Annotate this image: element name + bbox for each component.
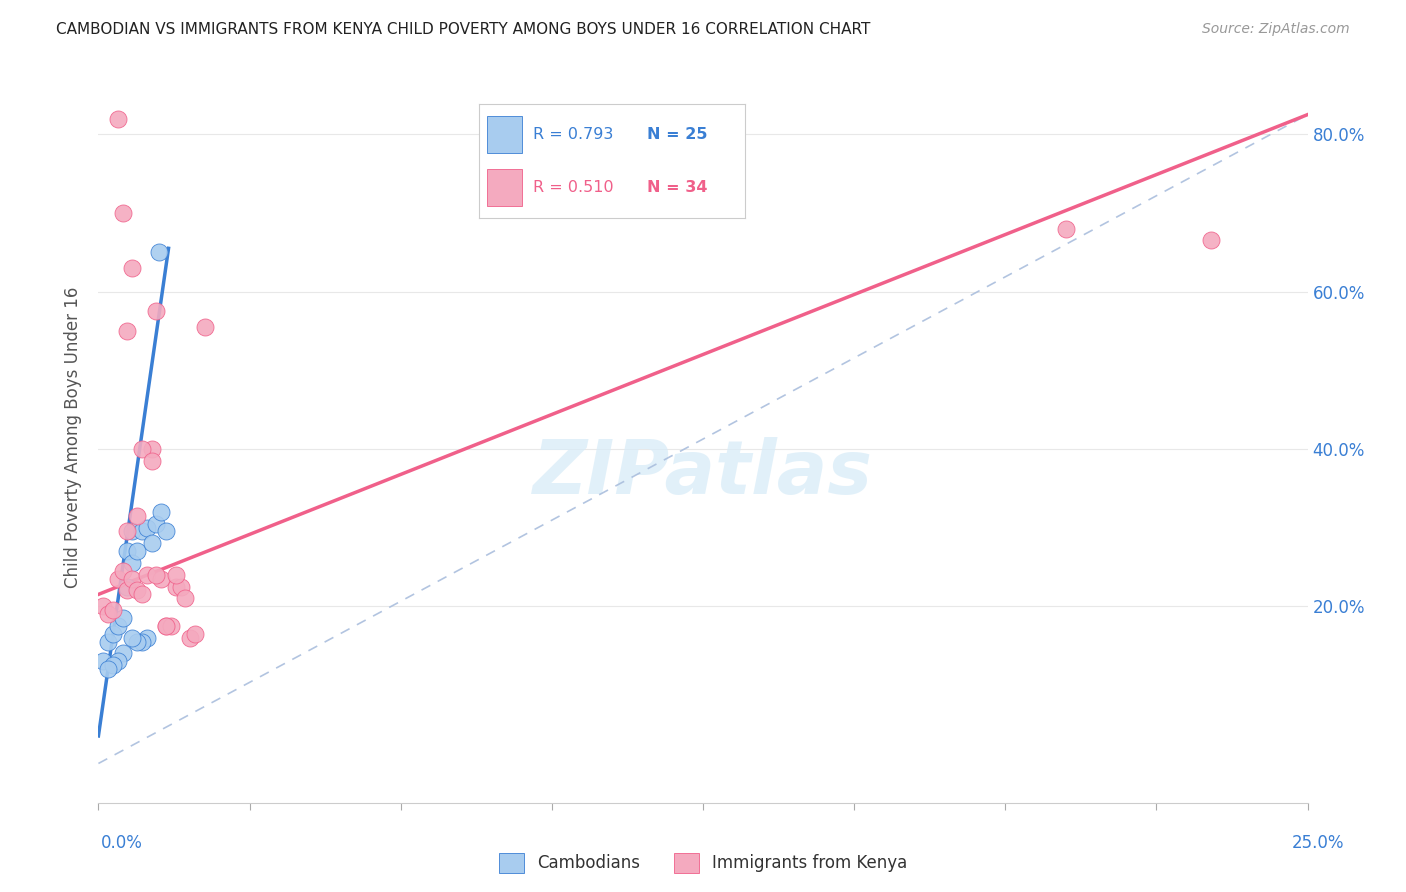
Text: 0.0%: 0.0% bbox=[101, 834, 143, 852]
Point bbox=[145, 516, 167, 531]
Text: 25.0%: 25.0% bbox=[1292, 834, 1344, 852]
Point bbox=[135, 520, 157, 534]
Y-axis label: Child Poverty Among Boys Under 16: Child Poverty Among Boys Under 16 bbox=[65, 286, 83, 588]
Point bbox=[179, 631, 201, 645]
Point bbox=[135, 567, 157, 582]
Point bbox=[194, 320, 217, 334]
Point bbox=[131, 524, 153, 539]
Point bbox=[184, 626, 207, 640]
Point bbox=[97, 634, 120, 648]
Point bbox=[111, 646, 134, 660]
Point bbox=[107, 654, 129, 668]
Point bbox=[127, 634, 149, 648]
Point bbox=[107, 619, 129, 633]
Point bbox=[91, 654, 114, 668]
Point bbox=[148, 245, 170, 260]
Point bbox=[121, 260, 143, 275]
Point bbox=[111, 564, 134, 578]
Text: ZIPatlas: ZIPatlas bbox=[533, 437, 873, 510]
Point bbox=[145, 567, 167, 582]
Point bbox=[135, 631, 157, 645]
Point bbox=[127, 544, 149, 558]
Point bbox=[131, 634, 153, 648]
Point bbox=[117, 583, 139, 598]
Point bbox=[141, 453, 163, 467]
Point bbox=[107, 572, 129, 586]
Point bbox=[91, 599, 114, 614]
Point bbox=[121, 556, 143, 570]
Point bbox=[131, 587, 153, 601]
Point bbox=[127, 508, 149, 523]
Point bbox=[117, 524, 139, 539]
Point bbox=[155, 619, 177, 633]
Point bbox=[117, 324, 139, 338]
Point bbox=[97, 607, 120, 621]
Point bbox=[1199, 234, 1222, 248]
Point bbox=[155, 524, 177, 539]
Point bbox=[121, 524, 143, 539]
Point bbox=[165, 567, 187, 582]
Point bbox=[150, 572, 173, 586]
Legend: Cambodians, Immigrants from Kenya: Cambodians, Immigrants from Kenya bbox=[492, 846, 914, 880]
Point bbox=[131, 442, 153, 456]
Point bbox=[127, 583, 149, 598]
Point bbox=[169, 580, 191, 594]
Point bbox=[165, 580, 187, 594]
Text: CAMBODIAN VS IMMIGRANTS FROM KENYA CHILD POVERTY AMONG BOYS UNDER 16 CORRELATION: CAMBODIAN VS IMMIGRANTS FROM KENYA CHILD… bbox=[56, 22, 870, 37]
Point bbox=[121, 572, 143, 586]
Point bbox=[111, 206, 134, 220]
Point bbox=[141, 442, 163, 456]
Point bbox=[174, 591, 197, 606]
Point bbox=[1054, 221, 1077, 235]
Point bbox=[101, 626, 124, 640]
Point bbox=[145, 304, 167, 318]
Point bbox=[101, 658, 124, 673]
Point bbox=[121, 631, 143, 645]
Point bbox=[150, 505, 173, 519]
Point bbox=[101, 603, 124, 617]
Point bbox=[111, 611, 134, 625]
Point bbox=[117, 544, 139, 558]
Point bbox=[97, 662, 120, 676]
Text: Source: ZipAtlas.com: Source: ZipAtlas.com bbox=[1202, 22, 1350, 37]
Point bbox=[117, 580, 139, 594]
Point bbox=[107, 112, 129, 126]
Point bbox=[160, 619, 183, 633]
Point bbox=[155, 619, 177, 633]
Point bbox=[141, 536, 163, 550]
